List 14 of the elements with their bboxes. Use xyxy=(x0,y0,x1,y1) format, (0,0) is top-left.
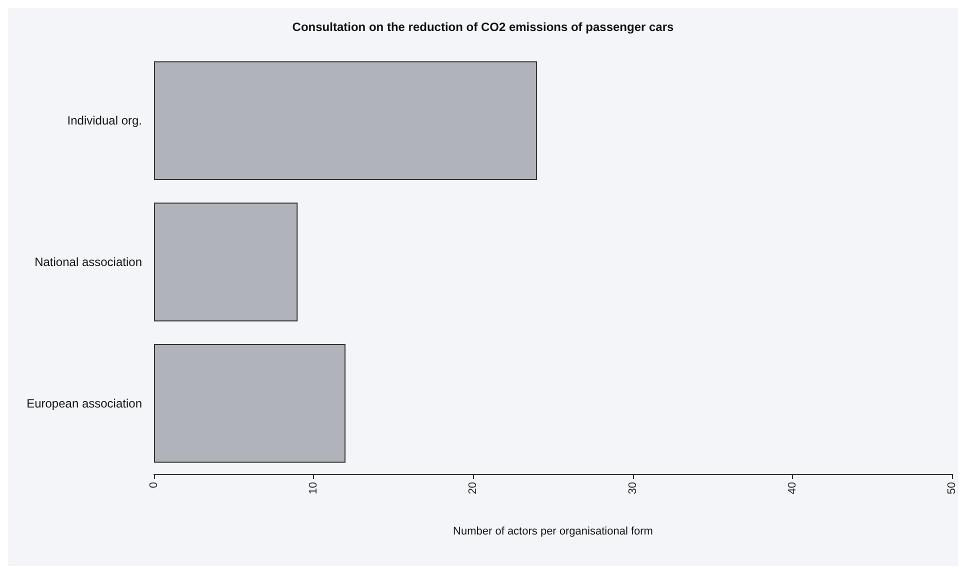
y-tick-label: National association xyxy=(34,255,142,269)
bar xyxy=(154,344,346,463)
x-tick-label: 0 xyxy=(148,482,160,488)
x-tick-label: 30 xyxy=(626,482,639,494)
y-tick-label: European association xyxy=(26,396,142,410)
x-tick-label: 50 xyxy=(946,482,958,494)
bar xyxy=(154,202,298,322)
x-axis-title: Number of actors per organisational form xyxy=(453,526,653,538)
x-tick-label: 40 xyxy=(786,482,798,494)
x-tick-label: 10 xyxy=(308,482,320,494)
chart-title: Consultation on the reduction of CO2 emissions of passenger cars xyxy=(292,20,674,34)
x-tick-label: 20 xyxy=(467,482,480,494)
bar xyxy=(154,61,538,180)
y-tick-label: Individual org. xyxy=(67,114,142,128)
